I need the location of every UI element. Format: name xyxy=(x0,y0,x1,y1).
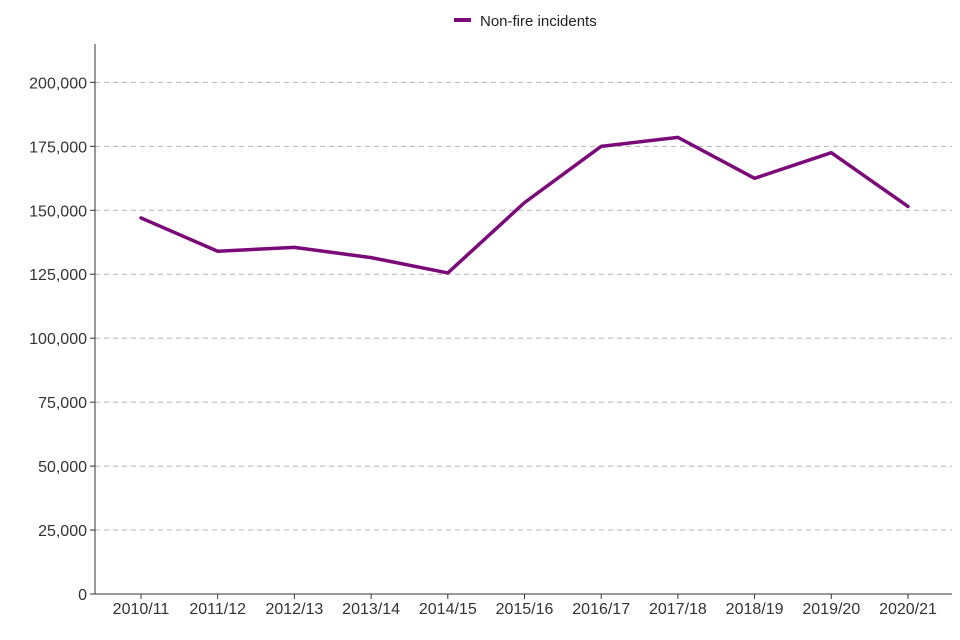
x-tick-label: 2010/11 xyxy=(113,601,170,618)
x-tick-label: 2013/14 xyxy=(342,601,400,618)
x-tick-label: 2020/21 xyxy=(879,601,937,618)
legend-label: Non-fire incidents xyxy=(480,13,597,30)
y-tick-labels: 0 25,000 50,000 75,000 100,000 125,000 150,000… xyxy=(29,75,95,604)
y-tick-label: 0 xyxy=(78,587,87,604)
x-tick-label: 2012/13 xyxy=(265,601,323,618)
x-tick-labels: 2010/11 2011/12 2012/13 2013/14 2014/15 2015/… xyxy=(113,594,937,618)
y-tick-label: 75,000 xyxy=(38,395,87,412)
y-tick-label: 200,000 xyxy=(29,75,87,92)
y-tick-label: 50,000 xyxy=(38,459,87,476)
y-tick-label: 25,000 xyxy=(38,523,87,540)
y-tick-label: 150,000 xyxy=(29,203,87,220)
x-tick-label: 2014/15 xyxy=(419,601,477,618)
y-tick-label: 175,000 xyxy=(29,139,87,156)
series-lines xyxy=(139,135,910,275)
x-tick-label: 2015/16 xyxy=(496,601,554,618)
series-line-non-fire-incidents xyxy=(139,135,910,275)
y-tick-label: 125,000 xyxy=(29,267,87,284)
gridlines xyxy=(95,81,952,531)
x-tick-label: 2018/19 xyxy=(726,601,784,618)
y-tick-label: 100,000 xyxy=(29,331,87,348)
axes xyxy=(94,44,952,595)
x-tick-label: 2011/12 xyxy=(189,601,246,618)
legend: Non-fire incidents xyxy=(454,13,597,30)
x-tick-label: 2016/17 xyxy=(572,601,630,618)
x-tick-label: 2017/18 xyxy=(649,601,707,618)
x-tick-label: 2019/20 xyxy=(802,601,860,618)
